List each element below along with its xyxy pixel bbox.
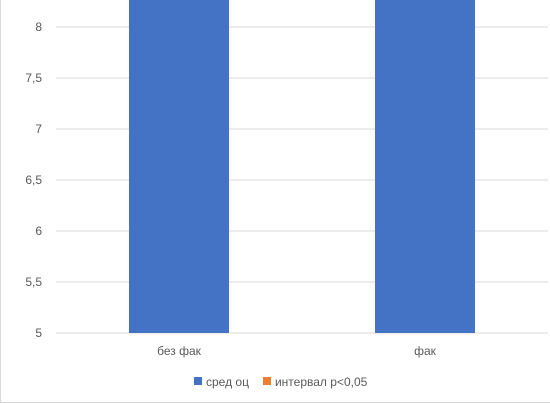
bars	[129, 0, 475, 334]
legend-swatch	[194, 377, 202, 385]
y-tick-label: 6,5	[25, 173, 42, 187]
y-axis-ticks: 5 5,5 6 6,5 7 7,5 8	[25, 20, 42, 340]
y-tick-label: 8	[35, 20, 42, 34]
bar-segment-mean	[129, 0, 229, 334]
y-tick-label: 5	[35, 326, 42, 340]
y-tick-label: 7	[35, 122, 42, 136]
legend: сред оц интервал p<0,05	[194, 375, 368, 389]
x-category-label: фак	[414, 344, 437, 358]
y-tick-label: 6	[35, 224, 42, 238]
legend-swatch	[262, 377, 271, 385]
x-axis-categories: без фак фак	[157, 344, 437, 358]
legend-label: сред оц	[206, 375, 249, 389]
legend-label: интервал p<0,05	[275, 375, 368, 389]
x-category-label: без фак	[157, 344, 202, 358]
y-tick-label: 7,5	[25, 71, 42, 85]
bar-segment-mean	[375, 0, 475, 333]
y-tick-label: 5,5	[25, 275, 42, 289]
